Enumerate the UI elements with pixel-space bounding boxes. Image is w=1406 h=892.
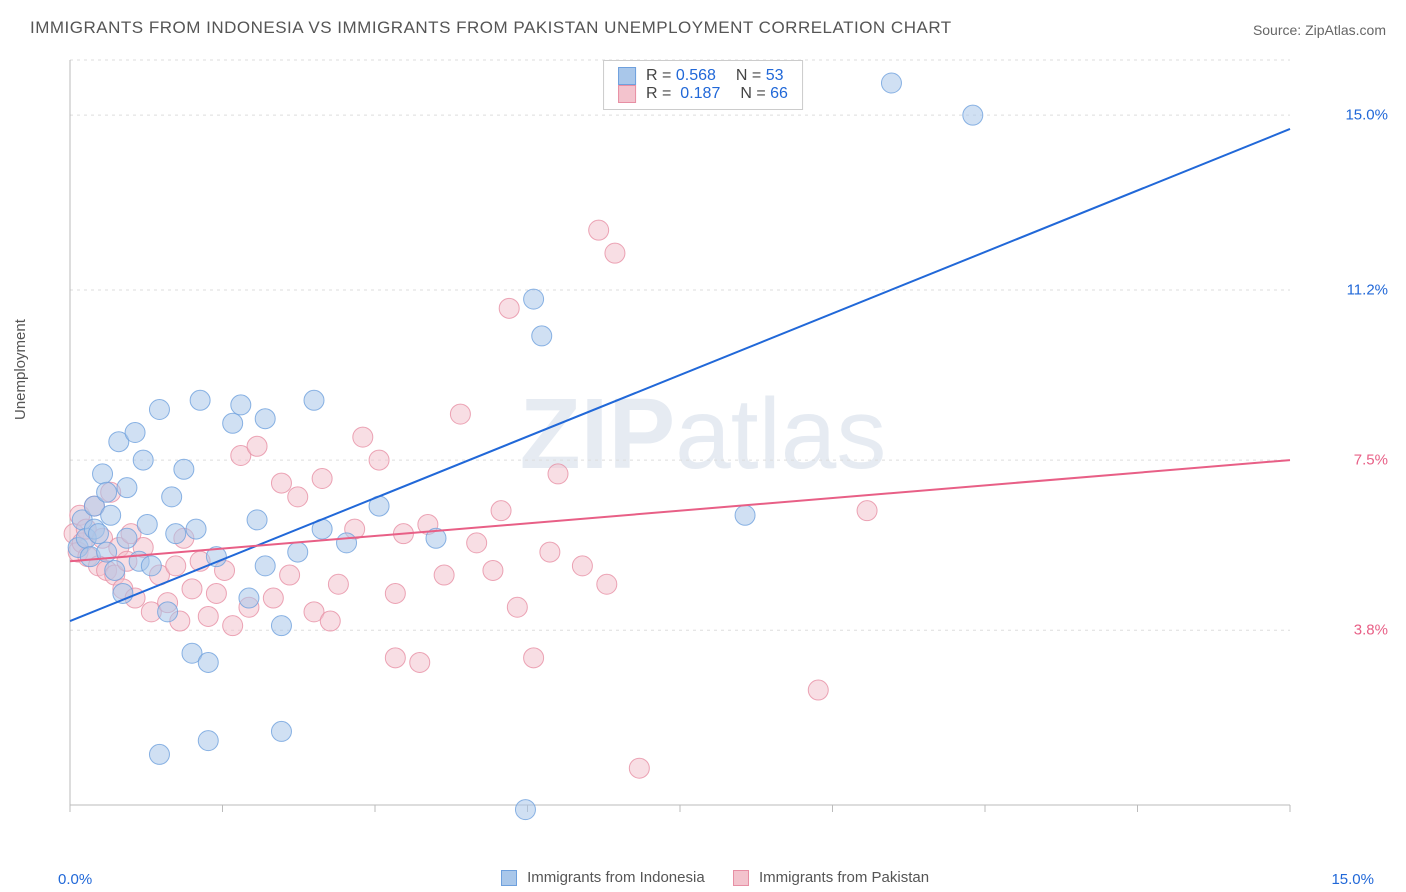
correlation-legend: R = 0.568 N = 53 R = 0.187 N = 66 — [603, 60, 803, 110]
series-label-indonesia: Immigrants from Indonesia — [527, 869, 705, 886]
chart-svg — [60, 55, 1360, 830]
y-tick-label: 11.2% — [1347, 281, 1388, 298]
x-axis-legend: Immigrants from Indonesia Immigrants fro… — [0, 869, 1406, 886]
swatch-pakistan-bottom — [733, 870, 749, 886]
y-tick-label: 3.8% — [1354, 622, 1388, 639]
swatch-indonesia — [618, 67, 636, 85]
legend-row-pakistan: R = 0.187 N = 66 — [618, 85, 788, 103]
y-tick-label: 7.5% — [1354, 452, 1388, 469]
legend-row-indonesia: R = 0.568 N = 53 — [618, 67, 788, 85]
y-tick-label: 15.0% — [1345, 107, 1388, 124]
swatch-pakistan — [618, 85, 636, 103]
source-label: Source: ZipAtlas.com — [1253, 22, 1386, 38]
series-label-pakistan: Immigrants from Pakistan — [759, 869, 929, 886]
chart-title: IMMIGRANTS FROM INDONESIA VS IMMIGRANTS … — [30, 18, 952, 38]
swatch-indonesia-bottom — [501, 870, 517, 886]
y-axis-label: Unemployment — [12, 319, 29, 420]
